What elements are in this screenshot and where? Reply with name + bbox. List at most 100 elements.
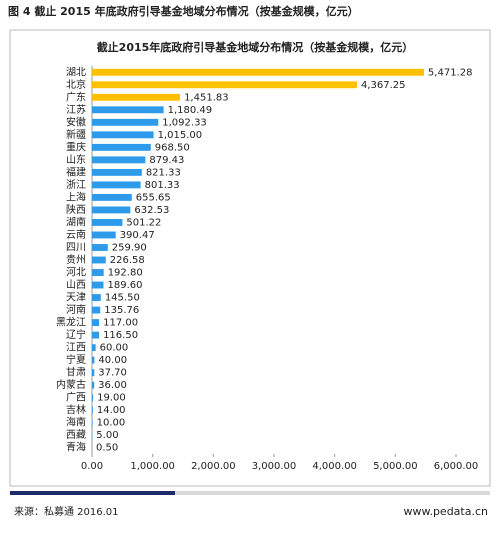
y-tick-label: 福建 bbox=[66, 165, 86, 178]
y-tick-label: 宁夏 bbox=[66, 353, 86, 366]
y-tick-label: 西藏 bbox=[66, 429, 86, 441]
value-label: 879.43 bbox=[149, 155, 184, 166]
y-tick-label: 云南 bbox=[66, 228, 86, 241]
value-label: 192.80 bbox=[108, 268, 143, 279]
bar bbox=[92, 194, 132, 201]
y-tick-label: 湖北 bbox=[66, 66, 86, 78]
value-label: 19.00 bbox=[97, 393, 126, 404]
bar bbox=[92, 81, 357, 88]
value-label: 632.53 bbox=[134, 205, 169, 216]
bar bbox=[92, 69, 424, 76]
bar bbox=[92, 307, 100, 314]
value-label: 259.90 bbox=[112, 242, 147, 253]
y-tick-label: 黑龙江 bbox=[56, 316, 86, 329]
bar bbox=[92, 282, 104, 289]
footer-rule bbox=[175, 491, 490, 495]
value-label: 116.50 bbox=[103, 330, 138, 341]
bar bbox=[92, 382, 94, 389]
value-label: 40.00 bbox=[98, 355, 127, 366]
bar bbox=[92, 144, 151, 151]
bar bbox=[92, 119, 158, 126]
y-tick-label: 山东 bbox=[66, 153, 86, 166]
bar bbox=[92, 181, 141, 188]
value-label: 1,451.83 bbox=[184, 92, 229, 103]
figure-title: 图 4 截止 2015 年底政府引导基金地域分布情况（按基金规模，亿元） bbox=[8, 4, 359, 18]
bar bbox=[92, 131, 154, 138]
value-label: 968.50 bbox=[155, 142, 190, 153]
footer-rule bbox=[10, 491, 175, 495]
chart-title: 截止2015年底政府引导基金地域分布情况（按基金规模，亿元） bbox=[97, 40, 414, 54]
x-tick-label: 5,000.00 bbox=[373, 461, 418, 472]
value-label: 4,367.25 bbox=[361, 80, 406, 91]
y-tick-label: 贵州 bbox=[66, 253, 86, 266]
y-tick-label: 河北 bbox=[66, 267, 86, 279]
y-tick-label: 甘肃 bbox=[66, 366, 86, 379]
value-label: 1,015.00 bbox=[158, 130, 203, 141]
bar bbox=[92, 332, 99, 339]
value-label: 1,180.49 bbox=[168, 105, 213, 116]
bar bbox=[92, 244, 108, 251]
bar bbox=[92, 94, 180, 101]
value-label: 655.65 bbox=[136, 192, 171, 203]
bar bbox=[92, 407, 93, 414]
y-tick-label: 湖南 bbox=[66, 215, 86, 228]
bar bbox=[92, 369, 94, 376]
value-label: 390.47 bbox=[120, 230, 155, 241]
y-tick-label: 山西 bbox=[66, 279, 86, 291]
value-label: 0.50 bbox=[96, 443, 118, 454]
y-tick-label: 天津 bbox=[66, 292, 86, 304]
value-label: 135.76 bbox=[104, 305, 139, 316]
x-tick-label: 3,000.00 bbox=[252, 461, 297, 472]
y-tick-label: 广西 bbox=[66, 392, 86, 404]
value-label: 801.33 bbox=[145, 180, 180, 191]
value-label: 5.00 bbox=[96, 430, 118, 441]
bar bbox=[92, 232, 116, 239]
bar bbox=[92, 319, 99, 326]
bar bbox=[92, 394, 93, 401]
source: 来源：私募通 2016.01 bbox=[14, 505, 119, 518]
y-tick-label: 辽宁 bbox=[66, 328, 86, 341]
y-tick-label: 河南 bbox=[66, 303, 86, 316]
bar bbox=[92, 206, 130, 213]
bar bbox=[92, 419, 93, 426]
value-label: 226.58 bbox=[110, 255, 145, 266]
y-tick-label: 青海 bbox=[66, 441, 86, 454]
value-label: 821.33 bbox=[146, 167, 181, 178]
y-tick-label: 重庆 bbox=[66, 140, 86, 153]
bar bbox=[92, 269, 104, 276]
y-tick-label: 浙江 bbox=[66, 179, 86, 191]
y-tick-label: 江西 bbox=[66, 342, 86, 354]
y-tick-label: 四川 bbox=[66, 242, 86, 253]
x-tick-label: 4,000.00 bbox=[312, 461, 357, 472]
bar bbox=[92, 106, 164, 113]
source-url: www.pedata.cn bbox=[403, 505, 488, 518]
value-label: 1,092.33 bbox=[162, 117, 207, 128]
value-label: 36.00 bbox=[98, 380, 127, 391]
bar bbox=[92, 344, 96, 351]
y-tick-label: 广东 bbox=[66, 90, 86, 103]
value-label: 14.00 bbox=[97, 405, 126, 416]
bar bbox=[92, 257, 106, 264]
y-tick-label: 安徽 bbox=[66, 115, 86, 128]
value-label: 189.60 bbox=[108, 280, 143, 291]
value-label: 5,471.28 bbox=[428, 67, 473, 78]
bar bbox=[92, 169, 142, 176]
x-tick-label: 2,000.00 bbox=[191, 461, 236, 472]
bar bbox=[92, 294, 101, 301]
value-label: 60.00 bbox=[100, 343, 129, 354]
value-label: 10.00 bbox=[97, 418, 126, 429]
y-tick-label: 江苏 bbox=[66, 103, 86, 116]
y-tick-label: 海南 bbox=[66, 416, 86, 429]
y-tick-label: 新疆 bbox=[66, 128, 86, 141]
y-tick-label: 上海 bbox=[66, 190, 86, 203]
bar bbox=[92, 357, 94, 364]
x-tick-label: 0.00 bbox=[81, 461, 103, 472]
y-tick-label: 内蒙古 bbox=[56, 378, 86, 391]
x-tick-label: 6,000.00 bbox=[434, 461, 479, 472]
value-label: 37.70 bbox=[98, 368, 127, 379]
x-tick-label: 1,000.00 bbox=[130, 461, 175, 472]
value-label: 501.22 bbox=[126, 217, 161, 228]
bar bbox=[92, 156, 145, 163]
value-label: 145.50 bbox=[105, 293, 140, 304]
